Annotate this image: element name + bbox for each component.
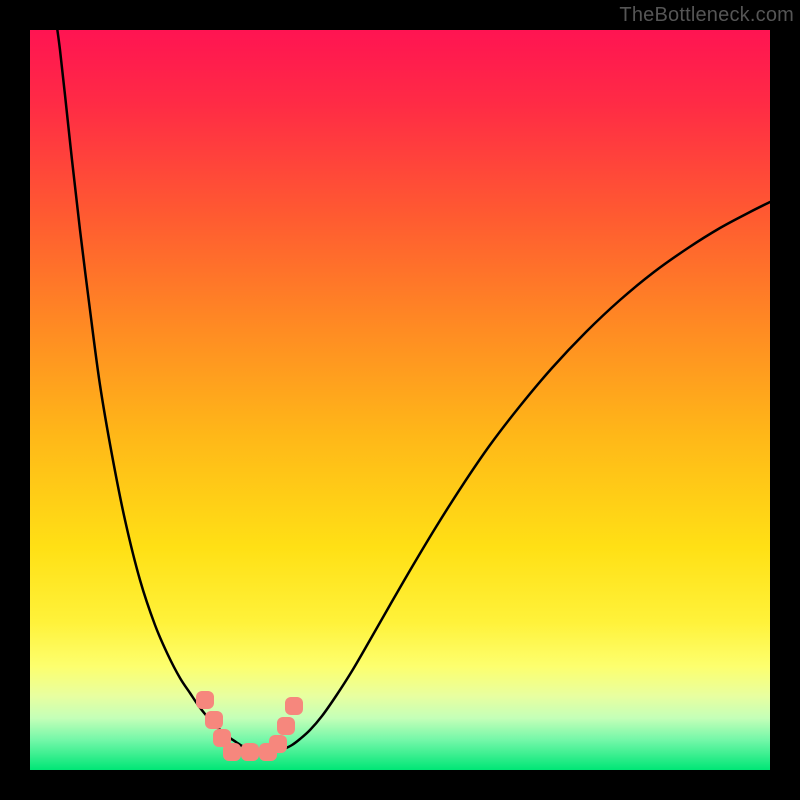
- bottleneck-chart: [0, 0, 800, 800]
- marker-point: [285, 697, 303, 715]
- marker-point: [269, 735, 287, 753]
- watermark-text: TheBottleneck.com: [619, 4, 794, 27]
- chart-container: TheBottleneck.com: [0, 0, 800, 800]
- marker-point: [241, 743, 259, 761]
- marker-point: [277, 717, 295, 735]
- marker-point: [223, 743, 241, 761]
- plot-background: [30, 30, 770, 770]
- marker-point: [205, 711, 223, 729]
- marker-point: [196, 691, 214, 709]
